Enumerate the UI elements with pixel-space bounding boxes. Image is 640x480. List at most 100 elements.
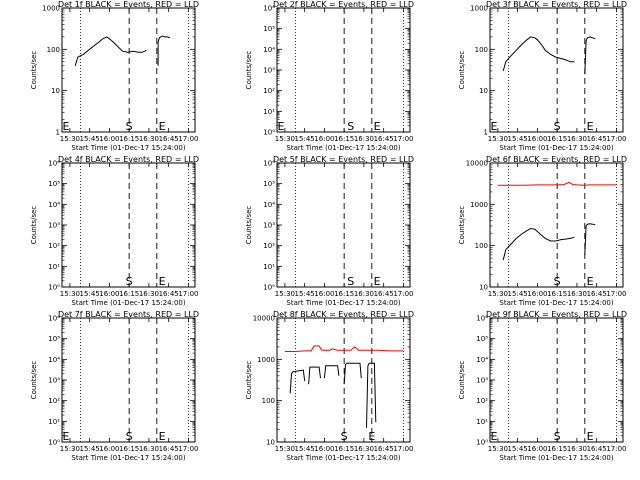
start-marker: S xyxy=(554,120,561,133)
y-axis-label: Counts/sec xyxy=(458,51,466,90)
x-tick-label: 16:30 xyxy=(354,445,374,453)
plot-frame xyxy=(276,317,411,443)
detector-plot-8: Det 8f BLACK = Events, RED = LLD 15:30 15:… xyxy=(245,310,414,462)
y-tick-label: 1000 xyxy=(470,201,488,209)
x-tick-label: 15:30 xyxy=(275,135,295,143)
x-tick-label: 15:45 xyxy=(508,445,528,453)
x-tick-label: 16:15 xyxy=(547,290,567,298)
x-tick-label: 15:45 xyxy=(508,135,528,143)
x-tick-label: 15:45 xyxy=(80,445,100,453)
detector-plot-3: Det 3f BLACK = Events, RED = LLD 15:30 15:… xyxy=(458,0,627,152)
y-tick-label: 10² xyxy=(48,397,60,405)
detector-plot-9: Det 9f BLACK = Events, RED = LLD 15:30 15:… xyxy=(458,310,627,462)
y-tick-label: 10000 xyxy=(253,315,275,323)
x-tick-label: 16:30 xyxy=(567,445,587,453)
y-axis-label: Counts/sec xyxy=(245,51,253,90)
y-tick-label: 10² xyxy=(476,397,488,405)
x-tick-label: 15:30 xyxy=(60,290,80,298)
plot-title: Det 1f BLACK = Events, RED = LLD xyxy=(58,0,199,9)
y-tick-label: 10⁶ xyxy=(263,160,275,168)
y-axis-label: Counts/sec xyxy=(30,51,38,90)
y-tick-label: 10⁴ xyxy=(263,46,275,54)
x-tick-label: 16:30 xyxy=(139,135,159,143)
y-tick-label: 10¹ xyxy=(263,263,275,271)
x-tick-label: 16:00 xyxy=(99,135,119,143)
detector-plot-7: Det 7f BLACK = Events, RED = LLD 15:30 15:… xyxy=(30,310,199,462)
y-tick-label: 10⁶ xyxy=(48,160,60,168)
plot-title: Det 3f BLACK = Events, RED = LLD xyxy=(486,0,627,9)
y-tick-label: 10² xyxy=(263,87,275,95)
y-tick-label: 1000 xyxy=(42,5,60,13)
plot-title: Det 6f BLACK = Events, RED = LLD xyxy=(486,155,627,164)
start-marker: S xyxy=(554,275,561,288)
end-marker: E xyxy=(159,430,166,443)
y-axis-label: Counts/sec xyxy=(458,206,466,245)
x-tick-label: 16:45 xyxy=(374,135,394,143)
end-marker: E xyxy=(374,120,381,133)
plot-title: Det 9f BLACK = Events, RED = LLD xyxy=(486,310,627,319)
y-tick-label: 100 xyxy=(262,397,275,405)
plot-frame xyxy=(61,7,196,133)
x-tick-label: 16:00 xyxy=(527,290,547,298)
y-tick-label: 1 xyxy=(484,129,488,137)
x-axis-label: Start Time (01-Dec-17 15:24:00) xyxy=(499,144,613,152)
x-tick-label: 16:15 xyxy=(334,290,354,298)
x-tick-label: 15:30 xyxy=(275,290,295,298)
y-tick-label: 100 xyxy=(475,46,488,54)
x-tick-label: 17:00 xyxy=(606,290,626,298)
x-axis-label: Start Time (01-Dec-17 15:24:00) xyxy=(71,299,185,307)
events-series-line xyxy=(502,36,575,72)
x-tick-label: 15:30 xyxy=(60,135,80,143)
y-tick-label: 10⁵ xyxy=(263,25,275,33)
detector-plot-1: Det 1f BLACK = Events, RED = LLD 15:30 15:… xyxy=(30,0,199,152)
events-series-line xyxy=(366,362,377,428)
x-tick-label: 17:00 xyxy=(393,290,413,298)
events-series-line xyxy=(289,369,306,394)
start-marker: S xyxy=(347,120,354,133)
y-tick-label: 10 xyxy=(51,87,60,95)
x-tick-label: 15:45 xyxy=(508,290,528,298)
start-marker: S xyxy=(126,120,133,133)
events-series-line xyxy=(584,36,596,75)
x-tick-label: 16:15 xyxy=(547,135,567,143)
y-axis-label: Counts/sec xyxy=(245,206,253,245)
y-tick-label: 10⁶ xyxy=(48,315,60,323)
y-tick-label: 10² xyxy=(263,242,275,250)
x-tick-label: 17:00 xyxy=(178,135,198,143)
detector-plot-4: Det 4f BLACK = Events, RED = LLD 15:30 15:… xyxy=(30,155,199,307)
x-tick-label: 16:15 xyxy=(334,135,354,143)
x-tick-label: 17:00 xyxy=(606,445,626,453)
events-series-line xyxy=(323,365,340,379)
events-series-line xyxy=(584,223,596,255)
y-tick-label: 10000 xyxy=(466,160,488,168)
x-tick-label: 16:45 xyxy=(159,445,179,453)
x-tick-label: 16:45 xyxy=(159,290,179,298)
x-axis-label: Start Time (01-Dec-17 15:24:00) xyxy=(286,299,400,307)
x-tick-label: 15:45 xyxy=(295,135,315,143)
x-tick-label: 16:15 xyxy=(119,135,139,143)
x-tick-label: 16:00 xyxy=(314,135,334,143)
x-tick-label: 16:00 xyxy=(314,445,334,453)
y-tick-label: 10³ xyxy=(263,67,275,75)
detector-plot-6: Det 6f BLACK = Events, RED = LLD 15:30 15:… xyxy=(458,155,627,307)
start-marker: S xyxy=(554,430,561,443)
events-series-line xyxy=(308,366,321,385)
detector-plot-5: Det 5f BLACK = Events, RED = LLD 15:30 15:… xyxy=(245,155,414,307)
y-tick-label: 100 xyxy=(475,242,488,250)
plot-frame xyxy=(489,162,624,288)
y-tick-label: 1000 xyxy=(470,5,488,13)
x-axis-label: Start Time (01-Dec-17 15:24:00) xyxy=(286,454,400,462)
x-tick-label: 15:30 xyxy=(488,290,508,298)
x-tick-label: 15:45 xyxy=(80,290,100,298)
end-marker: E xyxy=(491,120,498,133)
events-series-line xyxy=(74,36,147,66)
plot-frame xyxy=(61,317,196,443)
plot-frame xyxy=(276,162,411,288)
x-tick-label: 16:30 xyxy=(567,135,587,143)
y-tick-label: 10¹ xyxy=(48,263,60,271)
x-tick-label: 15:30 xyxy=(60,445,80,453)
end-marker: E xyxy=(63,430,70,443)
start-marker: S xyxy=(126,275,133,288)
y-axis-label: Counts/sec xyxy=(458,361,466,400)
